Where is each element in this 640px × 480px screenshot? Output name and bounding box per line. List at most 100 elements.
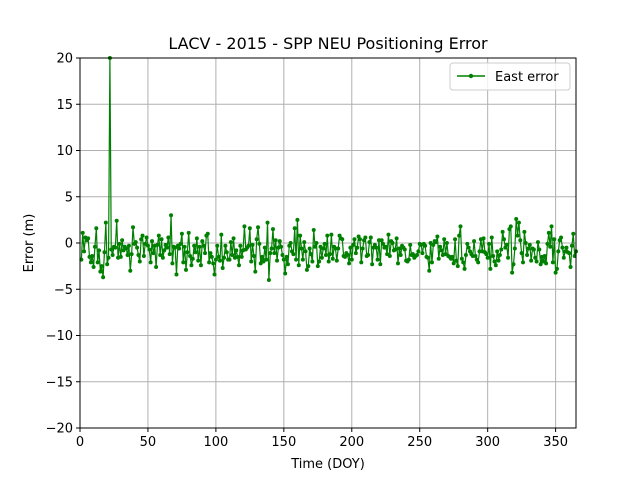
data-point: [133, 240, 138, 245]
data-point: [545, 241, 550, 246]
data-point: [387, 253, 392, 258]
data-point: [313, 244, 318, 249]
x-tick-label: 300: [475, 435, 500, 450]
data-point: [220, 265, 225, 270]
data-point: [136, 253, 141, 258]
data-point: [501, 237, 506, 242]
data-point: [511, 262, 516, 267]
data-point: [222, 255, 227, 260]
data-point: [269, 246, 274, 251]
data-point: [203, 251, 208, 256]
data-point: [169, 213, 174, 218]
data-point: [504, 242, 509, 247]
data-point: [207, 260, 212, 265]
data-point: [488, 266, 493, 271]
data-point: [553, 270, 558, 275]
data-point: [234, 248, 239, 253]
data-point: [310, 259, 315, 264]
data-point: [208, 251, 213, 256]
data-point: [309, 252, 314, 257]
data-point: [109, 247, 114, 252]
data-point: [569, 243, 574, 248]
data-point: [548, 244, 553, 249]
data-point: [174, 272, 179, 277]
ticks: 0 50 100 150 200 250 300 350 −20 −15 −10 −5 0 5 10 15 20: [46, 52, 568, 451]
x-tick-label: 350: [543, 435, 568, 450]
data-point: [170, 261, 175, 266]
data-point: [303, 249, 308, 254]
data-point: [117, 241, 122, 246]
y-axis-label: Error (m): [22, 214, 37, 273]
data-point: [216, 254, 221, 259]
data-point: [103, 220, 108, 225]
data-point: [275, 258, 280, 263]
data-point: [556, 249, 561, 254]
series-east-error: [79, 56, 578, 282]
data-point: [458, 224, 463, 229]
data-point: [291, 252, 296, 257]
data-point: [492, 259, 497, 264]
data-point: [200, 239, 205, 244]
data-point: [379, 238, 384, 243]
data-point: [487, 241, 492, 246]
data-point: [533, 255, 538, 260]
legend: East error: [449, 62, 571, 91]
data-point: [330, 256, 335, 261]
data-point: [279, 244, 284, 249]
data-point: [159, 237, 164, 242]
data-point: [137, 259, 142, 264]
data-point: [283, 271, 288, 276]
data-point: [515, 233, 520, 238]
data-point: [317, 259, 322, 264]
data-point: [425, 255, 430, 260]
data-point: [306, 264, 311, 269]
data-point: [284, 254, 289, 259]
data-point: [455, 264, 460, 269]
data-point: [128, 268, 133, 273]
data-point: [370, 262, 375, 267]
data-point: [160, 255, 165, 260]
data-point: [277, 239, 282, 244]
data-point: [99, 264, 104, 269]
data-point: [506, 255, 511, 260]
data-point: [416, 249, 421, 254]
data-point: [349, 257, 354, 262]
data-point: [334, 258, 339, 263]
data-point: [129, 252, 134, 257]
data-point: [126, 243, 131, 248]
data-point: [444, 241, 449, 245]
data-point: [254, 237, 259, 242]
data-point: [368, 235, 373, 240]
data-point: [415, 253, 420, 258]
data-point: [363, 235, 368, 240]
data-point: [521, 260, 525, 265]
data-point: [280, 253, 285, 258]
data-point: [560, 245, 565, 250]
data-point: [348, 245, 353, 250]
data-point: [307, 246, 312, 251]
data-point: [453, 237, 458, 242]
y-tick-label: 15: [56, 98, 73, 113]
data-point: [196, 258, 201, 263]
data-point: [238, 243, 243, 248]
data-point: [564, 245, 569, 250]
data-point: [298, 233, 303, 238]
data-point: [552, 237, 557, 242]
data-point: [525, 253, 530, 258]
data-point: [311, 228, 316, 233]
data-point: [489, 235, 494, 240]
data-point: [262, 245, 267, 250]
data-point: [211, 261, 216, 266]
data-point: [423, 243, 428, 248]
x-tick-label: 0: [76, 435, 84, 450]
data-point: [181, 260, 186, 265]
data-point: [236, 263, 241, 268]
data-point: [295, 217, 300, 222]
data-point: [102, 250, 107, 255]
data-point: [105, 262, 110, 267]
data-point: [294, 257, 299, 262]
data-point: [135, 245, 140, 250]
y-tick-label: −15: [46, 375, 73, 390]
data-point: [239, 254, 244, 259]
data-point: [534, 259, 539, 264]
